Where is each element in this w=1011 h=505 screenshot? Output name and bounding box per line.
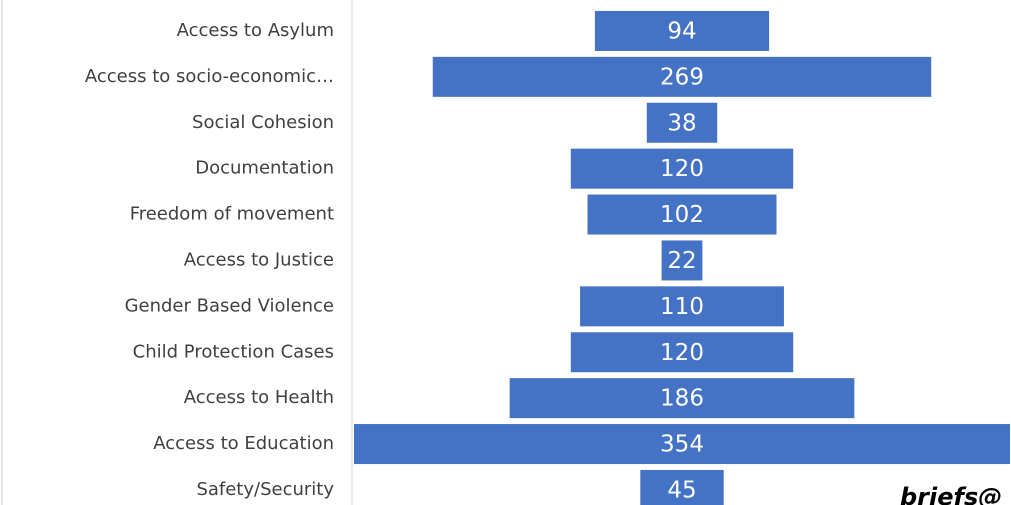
- bar: [587, 194, 777, 235]
- category-label: Child Protection Cases: [133, 341, 334, 362]
- bar: [640, 469, 724, 505]
- category-label: Safety/Security: [196, 479, 334, 500]
- annotation: briefs@: [900, 483, 1002, 505]
- category-label: Access to Asylum: [177, 20, 334, 41]
- data-label: 22: [667, 248, 696, 274]
- data-label: 120: [660, 340, 704, 366]
- data-label: 186: [660, 386, 704, 412]
- category-label: Social Cohesion: [192, 112, 334, 133]
- data-label: 38: [667, 110, 696, 136]
- bar: [570, 148, 794, 189]
- data-label: 120: [660, 156, 704, 182]
- bar: [580, 286, 784, 327]
- bar: [661, 240, 703, 281]
- data-label: 45: [667, 477, 696, 503]
- bars: Access to Asylum 94 Access to socio-econom…: [85, 10, 1010, 505]
- bar: [432, 56, 932, 97]
- bar: [354, 424, 1010, 465]
- category-label: Freedom of movement: [130, 204, 334, 225]
- bar: [594, 10, 770, 51]
- bar: [509, 378, 855, 419]
- bar: [570, 332, 794, 373]
- data-label: 102: [660, 202, 704, 228]
- category-label: Access to socio-economic…: [85, 66, 334, 87]
- data-label: 110: [660, 294, 704, 320]
- category-label: Access to Education: [153, 433, 334, 454]
- category-label: Access to Justice: [184, 249, 334, 270]
- category-label: Gender Based Violence: [125, 295, 334, 316]
- category-label: Documentation: [195, 158, 334, 179]
- data-label: 94: [667, 18, 696, 44]
- data-label: 354: [660, 432, 704, 458]
- category-label: Access to Health: [184, 387, 334, 408]
- data-label: 269: [660, 64, 704, 90]
- bar: [646, 102, 718, 143]
